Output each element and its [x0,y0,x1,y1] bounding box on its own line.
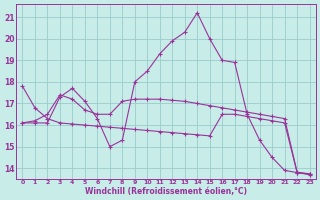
X-axis label: Windchill (Refroidissement éolien,°C): Windchill (Refroidissement éolien,°C) [85,187,247,196]
